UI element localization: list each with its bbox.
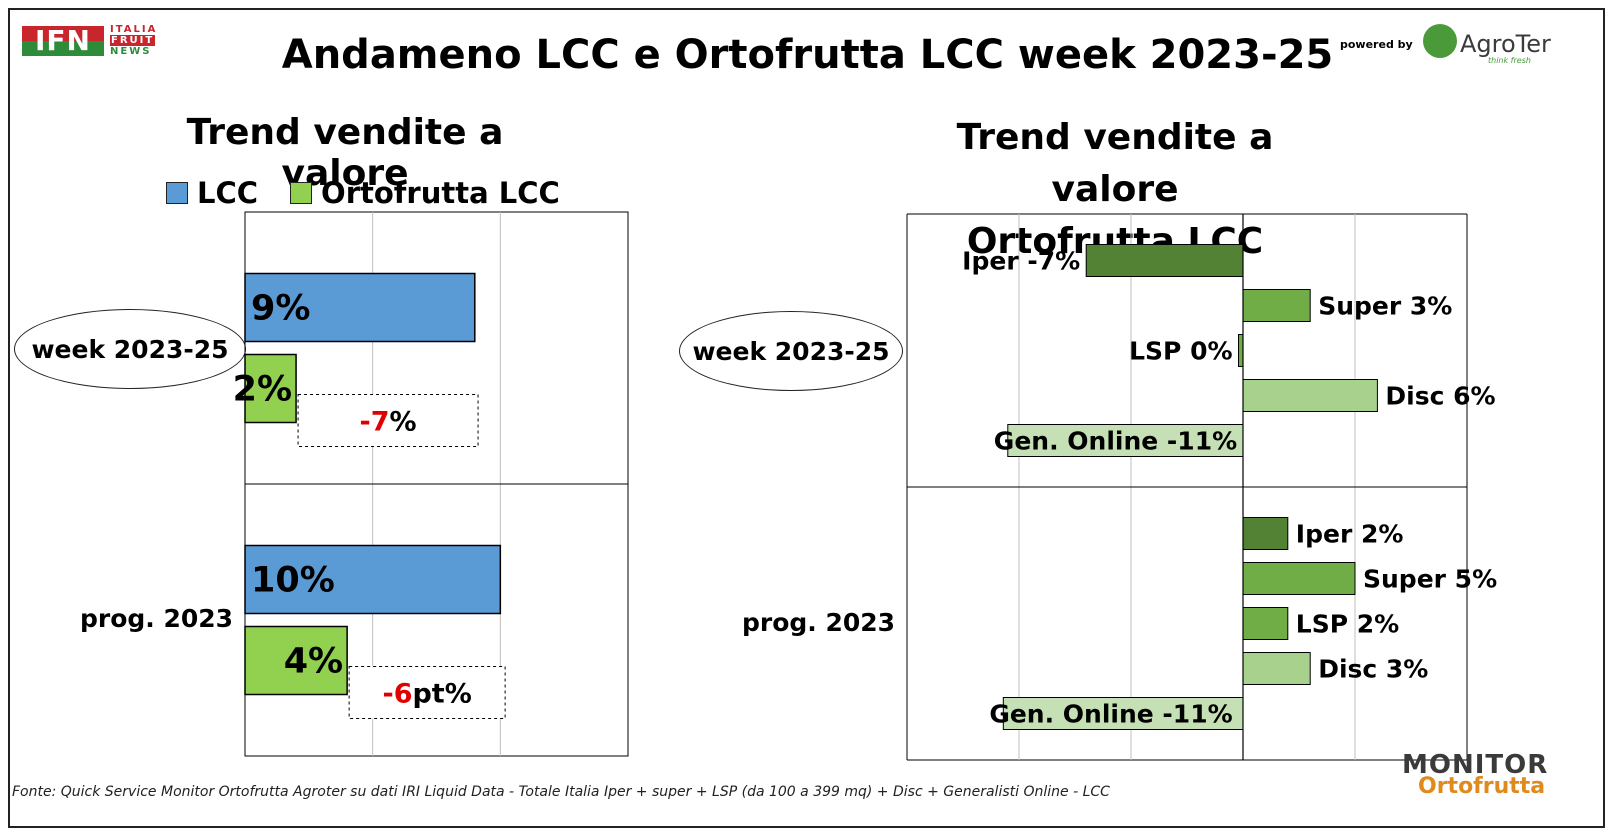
bar-label-online: Gen. Online -11% [989,700,1232,729]
bar-label-lcc: 10% [251,561,335,601]
monitor-logo-line-1: MONITOR [1402,750,1549,780]
bar-label-disc: Disc 3% [1318,655,1428,684]
chart-frame [8,8,1605,828]
bar-online [1007,424,1244,457]
bar-label-lsp: LSP 0% [1129,337,1232,366]
legend-item-ortofrutta: Ortofrutta LCC [290,176,560,210]
source-footnote: Fonte: Quick Service Monitor Ortofrutta … [12,784,1110,800]
bar-label-super: Super 5% [1363,565,1497,594]
right-chart-title-line-1: Trend vendite a valore [956,117,1274,210]
ifn-sub-line-2: FRUIT [110,35,156,46]
bar-label-super: Super 3% [1318,292,1452,321]
bar-disc [1242,379,1378,412]
left-category-prog: prog. 2023 [80,604,234,633]
agroter-tagline: think fresh [1488,56,1531,65]
left-legend: LCC Ortofrutta LCC [166,176,592,210]
delta-annotation-label: -6pt% [382,679,471,710]
powered-by-label: powered by [1340,38,1413,51]
ifn-sub-line-1: ITALIA [110,24,158,35]
left-chart-title: Trend vendite a valore [186,112,504,194]
bar-lcc [244,272,476,343]
bar-ortofrutta [244,353,297,424]
left-category-week: week 2023-25 [14,309,246,389]
delta-annotation-label: -7% [360,407,417,438]
ifn-logo-sub: ITALIA FRUIT NEWS [110,24,170,57]
bar-super [1242,289,1311,322]
delta-annotation-box [297,394,479,447]
bar-label-iper: Iper 2% [1296,520,1404,549]
bar-lsp [1242,607,1289,640]
ifn-logo-mark: IFN [22,26,104,56]
bar-super [1242,562,1356,595]
bar-label-lsp: LSP 2% [1296,610,1399,639]
bar-ortofrutta [244,625,348,696]
ifn-sub-line-3: NEWS [110,46,152,57]
bar-iper [1085,244,1244,277]
bar-label-ortofrutta: 2% [233,370,292,410]
bar-label-lcc: 9% [251,289,310,329]
agroter-logo: AgroTer [1460,30,1551,58]
monitor-ortofrutta-logo: MONITOR Ortofrutta [1402,750,1562,799]
bar-label-ortofrutta: 4% [284,642,343,682]
bar-label-iper: Iper -7% [962,247,1080,276]
right-category-week: week 2023-25 [679,311,903,391]
bar-label-online: Gen. Online -11% [994,427,1237,456]
bar-lsp [1238,334,1244,367]
bar-disc [1242,652,1311,685]
monitor-logo-line-2: Ortofrutta [1418,774,1546,799]
legend-item-lcc: LCC [166,176,258,210]
legend-label-lcc: LCC [197,176,259,210]
bar-iper [1242,517,1289,550]
delta-annotation-box [348,666,506,719]
legend-label-ortofrutta: Ortofrutta LCC [321,176,560,210]
agroter-tree-icon [1423,24,1457,58]
chart-title: Andameno LCC e Ortofrutta LCC week 2023-… [281,32,1334,78]
bar-online [1002,697,1244,730]
legend-swatch-ortofrutta [290,182,313,204]
bar-label-disc: Disc 6% [1385,382,1495,411]
bar-lcc [244,544,502,615]
legend-swatch-lcc [166,182,188,204]
right-category-prog: prog. 2023 [742,608,896,637]
